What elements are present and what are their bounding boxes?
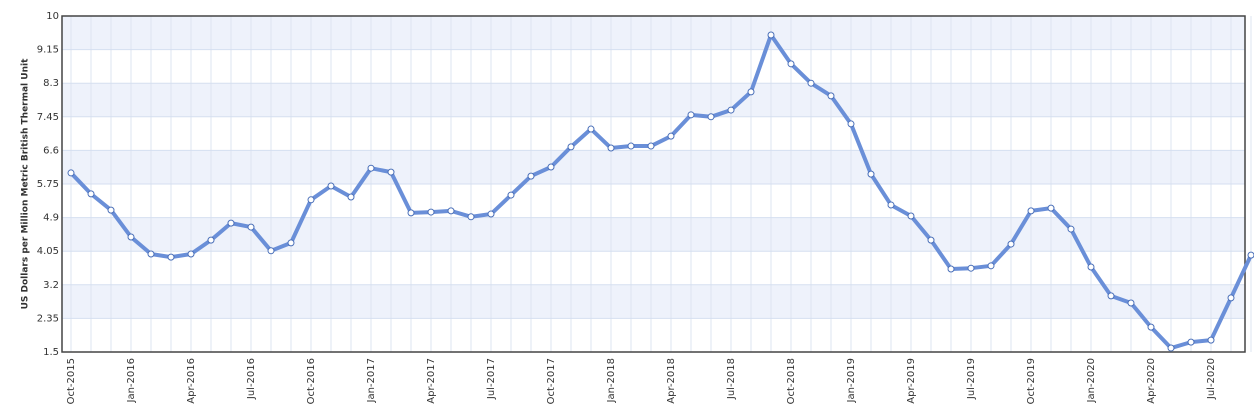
point xyxy=(447,207,455,215)
y-tick-label: 9.15 xyxy=(37,45,59,56)
point xyxy=(327,182,335,190)
y-tick-label: 3.2 xyxy=(43,280,59,291)
point xyxy=(1187,338,1195,346)
x-tick-label: Jul-2019 xyxy=(966,358,977,400)
plot-frame xyxy=(61,15,1246,353)
point xyxy=(687,111,695,119)
point xyxy=(627,142,635,150)
point xyxy=(907,212,915,220)
point xyxy=(87,190,95,198)
point xyxy=(667,132,675,140)
point xyxy=(827,92,835,100)
x-tick-label: Jul-2018 xyxy=(726,358,737,400)
x-tick-label: Jan-2016 xyxy=(126,358,137,403)
point xyxy=(647,142,655,150)
point xyxy=(807,79,815,87)
point xyxy=(147,250,155,258)
point xyxy=(967,264,975,272)
point xyxy=(267,247,275,255)
y-tick-label: 10 xyxy=(46,11,59,22)
point xyxy=(127,233,135,241)
x-tick-label: Oct-2017 xyxy=(546,358,557,404)
y-axis-title: US Dollars per Million Metric British Th… xyxy=(21,58,31,309)
point xyxy=(847,120,855,128)
point xyxy=(747,88,755,96)
point xyxy=(367,164,375,172)
point xyxy=(1127,299,1135,307)
x-tick-label: Jan-2018 xyxy=(606,358,617,403)
point xyxy=(387,168,395,176)
grid-band xyxy=(62,284,1245,319)
y-tick-label: 6.6 xyxy=(43,145,59,156)
point xyxy=(707,113,715,121)
point xyxy=(407,209,415,217)
point xyxy=(207,236,215,244)
point xyxy=(1167,344,1175,352)
point xyxy=(467,213,475,221)
point xyxy=(887,201,895,209)
point xyxy=(547,163,555,171)
point xyxy=(727,106,735,114)
point xyxy=(1247,251,1254,259)
y-tick-label: 5.75 xyxy=(37,179,59,190)
point xyxy=(107,206,115,214)
y-tick-label: 7.45 xyxy=(37,112,59,123)
point xyxy=(607,144,615,152)
point xyxy=(307,196,315,204)
point xyxy=(427,208,435,216)
point xyxy=(227,219,235,227)
x-tick-label: Apr-2016 xyxy=(186,358,197,404)
point xyxy=(767,31,775,39)
y-tick-label: 2.35 xyxy=(37,313,59,324)
x-tick-label: Apr-2017 xyxy=(426,358,437,404)
point xyxy=(587,125,595,133)
x-tick-label: Oct-2016 xyxy=(306,358,317,404)
x-tick-label: Oct-2015 xyxy=(66,358,77,404)
point xyxy=(1107,292,1115,300)
point xyxy=(1007,240,1015,248)
point xyxy=(287,239,295,247)
point xyxy=(787,60,795,68)
x-tick-label: Apr-2018 xyxy=(666,358,677,404)
point xyxy=(987,262,995,270)
point xyxy=(567,143,575,151)
x-tick-label: Jan-2019 xyxy=(846,358,857,403)
point xyxy=(867,170,875,178)
point xyxy=(187,250,195,258)
point xyxy=(1227,294,1235,302)
y-tick-label: 1.5 xyxy=(43,347,59,358)
y-tick-label: 8.3 xyxy=(43,78,59,89)
grid-band xyxy=(62,83,1245,117)
x-tick-label: Apr-2019 xyxy=(906,358,917,404)
point xyxy=(1067,225,1075,233)
y-tick-label: 4.9 xyxy=(43,213,59,224)
point xyxy=(67,169,75,177)
point xyxy=(1027,207,1035,215)
x-tick-label: Apr-2020 xyxy=(1146,358,1157,404)
x-tick-label: Jul-2020 xyxy=(1206,358,1217,400)
x-tick-label: Oct-2019 xyxy=(1026,358,1037,404)
x-tick-label: Jul-2017 xyxy=(486,358,497,400)
x-tick-label: Jan-2017 xyxy=(366,358,377,403)
x-tick-label: Oct-2018 xyxy=(786,358,797,404)
point xyxy=(1087,263,1095,271)
line-series xyxy=(69,32,1253,351)
point xyxy=(1047,204,1055,212)
grid-band xyxy=(62,150,1245,184)
point xyxy=(507,191,515,199)
point xyxy=(247,223,255,231)
point xyxy=(487,210,495,218)
point xyxy=(947,265,955,273)
x-tick-label: Jan-2020 xyxy=(1086,358,1097,403)
point xyxy=(1147,323,1155,331)
grid-band xyxy=(62,16,1245,50)
point xyxy=(167,253,175,261)
point xyxy=(1207,336,1215,344)
point xyxy=(527,172,535,180)
point xyxy=(927,236,935,244)
x-tick-label: Jul-2016 xyxy=(246,358,257,400)
point xyxy=(347,193,355,201)
y-tick-label: 4.05 xyxy=(37,246,59,257)
